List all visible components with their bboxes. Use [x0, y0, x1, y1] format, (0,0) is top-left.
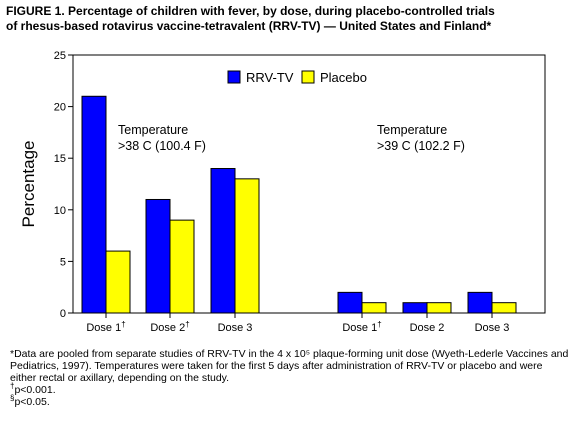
- legend-label: RRV-TV: [246, 70, 294, 85]
- bar-rrv-tv: [81, 95, 107, 314]
- footnote-data-source: *Data are pooled from separate studies o…: [10, 348, 569, 384]
- figure-title: FIGURE 1. Percentage of children with fe…: [6, 4, 576, 34]
- y-tick-label: 20: [54, 102, 66, 114]
- y-tick-label: 0: [60, 308, 66, 320]
- group-label-line2: >39 C (102.2 F): [377, 139, 465, 153]
- footnote-p-005: §p<0.05.: [10, 393, 570, 408]
- legend-swatch: [227, 70, 241, 84]
- bar-rrv-tv: [467, 291, 493, 314]
- figure-title-line1: FIGURE 1. Percentage of children with fe…: [6, 4, 495, 18]
- bar-rrv-tv: [145, 198, 171, 314]
- footnote-text: p<0.05.: [14, 396, 50, 408]
- bar-placebo: [105, 250, 131, 314]
- figure-title-line2: of rhesus-based rotavirus vaccine-tetrav…: [6, 19, 492, 33]
- bar-placebo: [234, 178, 260, 314]
- x-tick-label: Dose 3: [475, 322, 510, 334]
- bar-rrv-tv: [337, 291, 363, 314]
- bar-placebo: [361, 302, 387, 314]
- x-tick-label: Dose 1†: [86, 320, 125, 334]
- x-tick-label: Dose 2: [410, 322, 445, 334]
- footnotes: *Data are pooled from separate studies o…: [10, 348, 570, 408]
- group-label-line2: >38 C (100.4 F): [118, 139, 206, 153]
- y-tick-label: 5: [60, 256, 66, 268]
- group-label-line1: Temperature: [118, 123, 188, 137]
- footnote-symbol: §: [10, 393, 15, 403]
- x-tick-label: Dose 1†: [342, 320, 381, 334]
- x-tick-label: Dose 3: [218, 322, 253, 334]
- y-axis-label: Percentage: [19, 141, 38, 228]
- footnote-p-001: †p<0.001.: [10, 381, 570, 396]
- x-tick-label: Dose 2†: [150, 320, 189, 334]
- y-tick-label: 15: [54, 153, 66, 165]
- footnote-text: p<0.001.: [14, 384, 56, 396]
- bar-rrv-tv: [210, 168, 236, 314]
- group-label-line1: Temperature: [377, 123, 447, 137]
- bar-chart: 0 5 10 15 20 25 Percentage Dose 1† Dose 2† Dose 3…: [19, 50, 546, 334]
- bar-rrv-tv: [402, 302, 428, 314]
- bar-placebo: [426, 302, 452, 314]
- y-tick-label: 10: [54, 205, 66, 217]
- footnote-symbol: †: [10, 381, 15, 391]
- bar-placebo: [491, 302, 517, 314]
- y-tick-label: 25: [54, 50, 66, 62]
- plot-frame: [72, 54, 546, 314]
- legend-swatch: [301, 70, 315, 84]
- bar-placebo: [169, 219, 195, 314]
- legend-label: Placebo: [320, 70, 367, 85]
